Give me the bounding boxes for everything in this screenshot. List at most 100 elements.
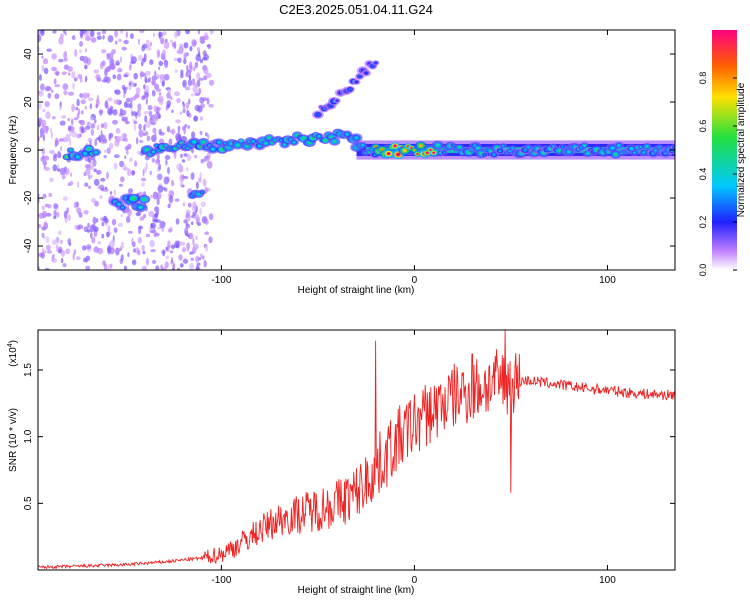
heatmap-noise [119, 30, 124, 34]
heatmap-noise [144, 131, 149, 136]
heatmap-noise [154, 83, 160, 90]
heatmap-noise [169, 129, 176, 134]
heatmap-noise [90, 128, 95, 136]
heatmap-cell-core [386, 152, 391, 156]
heatmap-noise [121, 133, 125, 138]
heatmap-noise [155, 265, 160, 270]
heatmap-noise [75, 256, 81, 261]
heatmap-noise [130, 56, 137, 64]
heatmap-cell-core [508, 150, 511, 153]
heatmap-noise [41, 119, 47, 128]
heatmap-noise [71, 131, 77, 138]
heatmap-noise [191, 131, 196, 139]
heatmap-cell-core [316, 113, 320, 117]
heatmap-noise [124, 137, 129, 142]
heatmap-cell-core [374, 61, 377, 64]
heatmap-noise [203, 260, 207, 268]
heatmap-noise [74, 78, 77, 82]
heatmap-noise [48, 192, 53, 198]
heatmap-cell-core [336, 99, 339, 102]
heatmap-noise [154, 70, 157, 77]
heatmap-noise [60, 257, 64, 264]
heatmap-noise [74, 48, 78, 57]
heatmap-xtick-label: 0 [412, 275, 418, 286]
heatmap-noise [79, 49, 82, 54]
heatmap-cell-core [323, 139, 327, 142]
heatmap-noise [137, 249, 141, 256]
heatmap-noise [176, 267, 181, 270]
heatmap-noise [192, 78, 196, 83]
heatmap-noise [163, 186, 166, 190]
heatmap-noise [162, 31, 167, 36]
heatmap-noise [97, 185, 102, 190]
heatmap-noise [88, 97, 94, 102]
heatmap-noise [112, 109, 118, 116]
heatmap-noise [136, 137, 139, 145]
heatmap-noise [86, 244, 92, 250]
heatmap-noise [38, 34, 42, 42]
heatmap-noise [157, 185, 164, 193]
heatmap-cell-core [86, 147, 91, 151]
heatmap-noise [141, 244, 145, 252]
heatmap-noise [107, 97, 113, 102]
heatmap-cell-core [131, 196, 136, 201]
heatmap-noise [111, 218, 117, 226]
heatmap-noise [42, 210, 47, 219]
heatmap-noise [173, 150, 177, 159]
heatmap-noise [137, 54, 143, 62]
heatmap-cell-core [526, 146, 530, 149]
heatmap-noise [154, 206, 160, 213]
heatmap-noise [161, 79, 165, 87]
heatmap-noise [93, 246, 99, 253]
heatmap-noise [198, 87, 202, 95]
heatmap-noise [77, 181, 80, 189]
heatmap-noise [142, 250, 146, 255]
heatmap-noise [112, 119, 118, 125]
heatmap-noise [84, 164, 91, 169]
heatmap-noise [125, 266, 128, 270]
heatmap-noise [133, 123, 137, 132]
heatmap-noise [60, 145, 63, 152]
heatmap-noise [202, 50, 207, 57]
heatmap-noise [131, 170, 136, 176]
heatmap-noise [187, 79, 193, 87]
heatmap-noise [113, 162, 118, 170]
heatmap-noise [182, 108, 186, 114]
heatmap-noise [101, 233, 105, 239]
snr-multiplier-exp: 4 [7, 343, 14, 347]
heatmap-noise [192, 201, 197, 209]
heatmap-noise [143, 84, 146, 90]
heatmap-noise [60, 239, 63, 245]
heatmap-noise [80, 110, 84, 115]
heatmap-noise [69, 180, 74, 186]
snr-multiplier-close: ) [8, 340, 19, 343]
heatmap-cell-core [292, 141, 296, 144]
heatmap-noise [171, 42, 175, 47]
heatmap-noise [126, 149, 129, 155]
heatmap-noise [126, 215, 131, 224]
heatmap-noise [80, 93, 85, 99]
heatmap-cell-core [613, 153, 618, 156]
heatmap-noise [175, 218, 180, 225]
heatmap-noise [58, 246, 63, 253]
heatmap-noise [166, 126, 171, 133]
heatmap-noise [189, 251, 194, 255]
heatmap-noise [43, 125, 48, 134]
heatmap-noise [123, 93, 126, 99]
heatmap-cell-core [511, 147, 514, 150]
heatmap-noise [84, 36, 91, 42]
heatmap-noise [142, 57, 147, 63]
snr-series-line [38, 330, 675, 570]
heatmap-noise [135, 212, 141, 217]
heatmap-noise [120, 213, 123, 218]
heatmap-panel: -100 0 100 -40 -20 0 20 40 Height of straight l… [8, 29, 676, 296]
heatmap-noise [179, 263, 184, 268]
heatmap-noise [127, 252, 130, 258]
heatmap-noise [154, 212, 159, 218]
heatmap-noise [89, 30, 95, 38]
heatmap-noise [125, 31, 128, 38]
heatmap-noise [100, 130, 103, 138]
heatmap-noise [155, 158, 161, 165]
heatmap-noise [46, 250, 53, 254]
